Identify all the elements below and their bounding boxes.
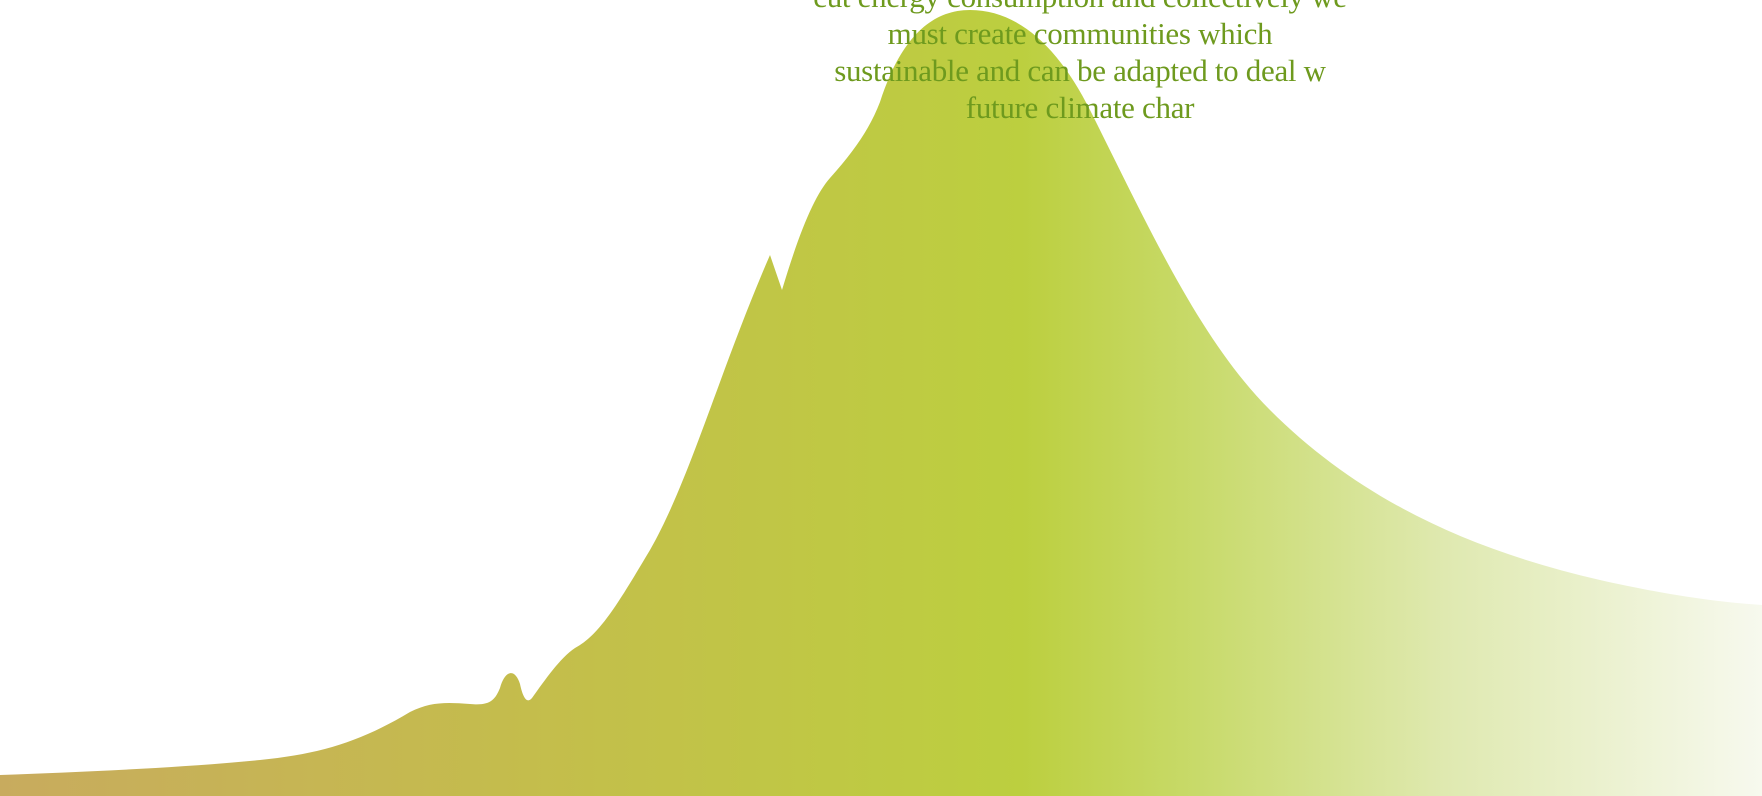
caption-line-2: must create communities which bbox=[887, 16, 1273, 51]
caption-line-3: sustainable and can be adapted to deal w bbox=[834, 53, 1326, 88]
peak-area bbox=[0, 10, 1762, 796]
caption-line-4: future climate char bbox=[965, 90, 1195, 125]
caption-text-block: cut energy consumption and collectively … bbox=[400, 0, 1760, 126]
caption-line-1: cut energy consumption and collectively … bbox=[400, 0, 1760, 15]
